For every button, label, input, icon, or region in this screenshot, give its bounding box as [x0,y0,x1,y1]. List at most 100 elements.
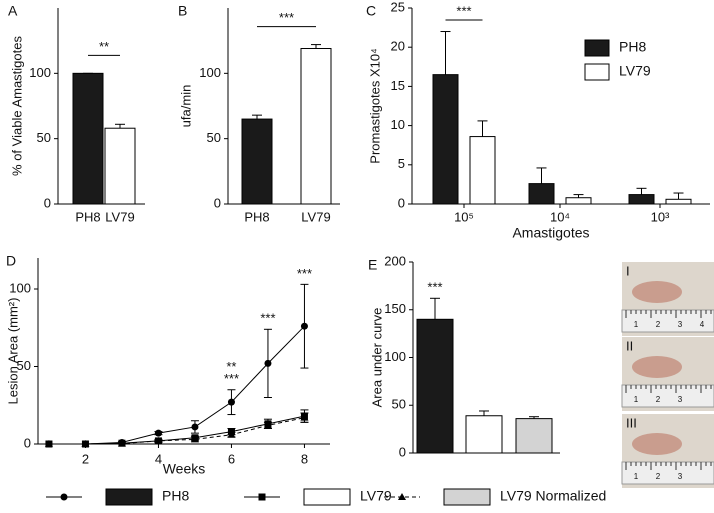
bar [469,136,496,205]
y-tick-label: 100 [9,280,31,295]
marker [263,421,272,429]
y-tick-label: 50 [37,130,51,145]
photo-label: I [626,263,630,278]
series-line [48,417,305,445]
bar [565,197,592,205]
ruler-number: 4 [700,320,705,329]
legend-label: LV79 [619,63,651,79]
y-tick-label: 25 [391,0,405,14]
significance-label: ** [99,39,109,54]
y-axis-label: Area under curve [369,308,384,408]
legend-swatch [443,488,491,506]
y-tick-label: 100 [384,349,406,364]
photo-label: II [626,338,633,353]
error-bar [311,44,321,49]
marker [81,440,90,447]
error-bar [115,123,125,129]
y-tick-label: 100 [29,65,51,80]
x-tick-label: PH8 [244,209,269,224]
x-tick-label: LV79 [301,209,330,224]
panel-letter: B [178,3,187,19]
x-tick-label: PH8 [75,209,100,224]
error-bar [573,194,584,198]
bar [432,74,459,205]
bar [665,198,692,205]
ruler [621,461,714,485]
marker [300,322,308,330]
legend-swatch [584,39,610,57]
x-tick-label: 4 [155,451,162,466]
error-bar [430,297,440,320]
y-tick-label: 0 [44,195,51,210]
marker [44,440,53,447]
x-tick-label: LV79 [105,209,134,224]
error-bar [636,187,647,195]
x-tick-label: 6 [228,451,235,466]
bar [300,48,332,205]
significance-label: *** [279,10,294,25]
ruler-number: 1 [634,395,639,404]
y-tick-label: 10 [391,117,405,132]
paw [632,356,682,378]
ruler [621,309,714,333]
legend-label: PH8 [162,488,189,504]
error-bar [477,120,488,137]
error-bar [536,167,547,184]
ruler-number: 1 [634,320,639,329]
photo-label: III [626,415,637,430]
marker [227,430,236,438]
x-axis-label: Weeks [163,461,206,477]
y-axis-label: % of Viable Amastigotes [9,36,24,176]
x-axis-label: Amastigotes [512,225,589,241]
error-bar [529,416,539,419]
x-tick-label: 10³ [651,209,670,224]
y-axis-label: Lesion Area (mm²) [5,298,20,405]
y-tick-label: 5 [398,156,405,171]
bar [416,318,454,454]
ruler-number: 3 [678,395,683,404]
error-bar [479,410,489,416]
marker [227,398,235,406]
bar [104,127,136,205]
marker [154,436,163,444]
panel-letter: C [366,3,376,19]
panel-letter: E [368,257,377,273]
y-axis-label: ufa/min [178,85,193,128]
x-tick-label: 10⁵ [454,209,474,224]
y-tick-label: 15 [391,78,405,93]
legend-label: LV79 [360,488,392,504]
legend-label: LV79 Normalized [500,488,606,504]
y-tick-label: 0 [214,195,221,210]
ruler-number: 1 [634,472,639,481]
x-tick-label: 2 [82,451,89,466]
legend-swatch [105,488,153,506]
y-tick-label: 20 [391,39,405,54]
y-tick-label: 0 [399,444,406,459]
marker [60,493,68,501]
legend-label: PH8 [619,39,646,55]
marker [117,439,126,447]
panel-letter: A [8,3,18,19]
marker [154,429,162,437]
annotation: *** [427,280,442,295]
y-tick-label: 200 [384,253,406,268]
paw [632,433,682,455]
y-tick-label: 150 [384,301,406,316]
ruler-number: 2 [656,472,661,481]
ruler [621,384,714,408]
panel-letter: D [6,253,16,269]
y-tick-label: 100 [199,65,221,80]
error-bar [673,192,684,200]
y-tick-label: 0 [24,435,31,450]
bar [515,418,553,454]
x-tick-label: 8 [301,451,308,466]
ruler-number: 3 [678,472,683,481]
bar [241,118,273,205]
error-bar [440,31,451,75]
bar [465,415,503,454]
marker [191,423,199,431]
significance-label: *** [456,3,471,18]
error-bar [252,114,262,120]
y-tick-label: 50 [392,397,406,412]
